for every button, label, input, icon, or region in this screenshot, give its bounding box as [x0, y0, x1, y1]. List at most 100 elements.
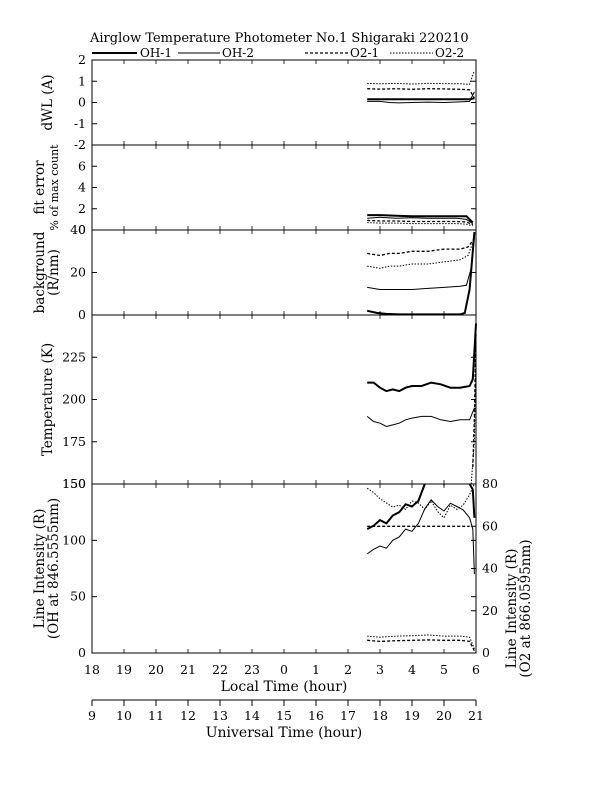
y-tick-label: 50 [70, 589, 86, 604]
panel-frame [91, 144, 477, 231]
universal-tick-label: 14 [244, 708, 260, 723]
panel-frame [91, 483, 477, 654]
y-axis-label: dWL (A) [40, 74, 56, 130]
y2-tick-label: 80 [482, 476, 498, 491]
y-tick-label: -2 [74, 137, 86, 152]
y2-axis-label: Line Intensity (R) [504, 549, 520, 669]
y-tick-label: 225 [62, 349, 86, 364]
y-tick-label: 2 [78, 201, 86, 216]
panel-frame [91, 229, 477, 316]
y-tick-label: 150 [62, 476, 86, 491]
local-tick-label: 5 [440, 662, 448, 677]
y-tick-label: 0 [78, 222, 86, 237]
series-temperature-o2-2 [470, 340, 477, 484]
series-background-oh-2 [367, 236, 475, 290]
series-fit-oh-2 [367, 216, 474, 225]
panel-temperature: 150 175 200 225 Temperature (K) [40, 314, 477, 491]
y2-tick-label: 40 [482, 561, 498, 576]
series-intensity-oh-2 [366, 499, 475, 575]
y-tick-label: 0 [78, 645, 86, 660]
series-background-oh-1 [366, 232, 476, 315]
figure-title: Airglow Temperature Photometer No.1 Shig… [89, 31, 469, 46]
series-background-o2-2 [367, 238, 475, 269]
local-tick-label: 1 [312, 662, 320, 677]
y-tick-label: 2 [78, 52, 86, 67]
local-tick-label: 19 [116, 662, 132, 677]
y-tick-label: 175 [62, 434, 86, 449]
panel-background: 0 20 40 background(R/nm) [32, 222, 477, 322]
y-axis-label: (OH at 846.5555nm) [46, 498, 62, 639]
y2-tick-label: 60 [482, 518, 498, 533]
legend: OH-1 OH-2 O2-1 O2-2 [92, 46, 464, 60]
series-intensity-oh-1 [366, 484, 476, 530]
local-tick-label: 21 [180, 662, 196, 677]
y-tick-label: 0 [78, 95, 86, 110]
y-axis-label: (R/nm) [46, 249, 62, 296]
universal-tick-label: 11 [148, 708, 164, 723]
series-background-o2-1 [367, 238, 475, 257]
universal-tick-label: 15 [276, 708, 292, 723]
series-intensity-o2-2 [367, 634, 475, 649]
y-tick-label: -1 [74, 116, 86, 131]
series-intensity-o2-2 [366, 484, 475, 519]
y-axis-label: background [32, 231, 48, 313]
series-dwl-o2-2 [367, 70, 475, 85]
y-tick-label: 20 [70, 265, 86, 280]
local-tick-label: 3 [376, 662, 384, 677]
y-tick-label: 4 [78, 180, 86, 195]
legend-label-oh-2: OH-2 [222, 46, 254, 60]
y-tick-label: 0 [78, 307, 86, 322]
universal-tick-label: 17 [340, 708, 356, 723]
y2-axis-label: (O2 at 866.0595nm) [518, 539, 534, 677]
y-axis-label: Line Intensity (R) [32, 509, 48, 629]
y-tick-label: 40 [70, 222, 86, 237]
y-axis-label: fit error [32, 160, 48, 215]
local-tick-label: 22 [212, 662, 228, 677]
universal-tick-label: 19 [404, 708, 420, 723]
panel-dwl: -2 -1 0 1 2 dWL (A) [40, 52, 477, 152]
series-fit-oh-1 [367, 214, 474, 224]
universal-tick-label: 16 [308, 708, 324, 723]
local-tick-label: 20 [148, 662, 164, 677]
universal-tick-label: 20 [436, 708, 452, 723]
series-temperature-oh-2 [366, 407, 475, 428]
legend-label-oh-1: OH-1 [140, 46, 172, 60]
local-tick-label: 4 [408, 662, 416, 677]
panels: -2 -1 0 1 2 dWL (A) 0 2 4 6 fit error% of max coun… [32, 52, 534, 678]
local-time-axis-label: Local Time (hour) [221, 679, 348, 695]
local-tick-label: 23 [244, 662, 260, 677]
y2-tick-label: 20 [482, 603, 498, 618]
y-tick-label: 100 [62, 532, 86, 547]
series-intensity-o2-1 [367, 639, 475, 652]
universal-time-axis-label: Universal Time (hour) [206, 725, 363, 741]
local-tick-label: 18 [84, 662, 100, 677]
legend-label-o2-1: O2-1 [350, 46, 379, 60]
y-tick-label: 6 [78, 158, 86, 173]
series-dwl-oh-2 [367, 91, 475, 104]
universal-tick-label: 21 [468, 708, 484, 723]
local-tick-label: 2 [344, 662, 352, 677]
local-tick-label: 0 [280, 662, 288, 677]
series-dwl-oh-1 [367, 97, 475, 101]
universal-tick-label: 12 [180, 708, 196, 723]
panel-fit: 0 2 4 6 fit error% of max count [32, 144, 477, 237]
panel-frame [91, 314, 477, 485]
y-tick-label: 150 [62, 476, 86, 491]
y-axis-label: Temperature (K) [40, 343, 56, 456]
series-temperature-oh-1 [367, 323, 477, 393]
y-tick-label: 200 [62, 392, 86, 407]
universal-tick-label: 9 [88, 708, 96, 723]
universal-tick-label: 18 [372, 708, 388, 723]
series-fit-o2-2 [367, 222, 473, 227]
series-fit-o2-1 [367, 219, 474, 226]
universal-tick-label: 13 [212, 708, 228, 723]
local-tick-label: 6 [472, 662, 480, 677]
y2-tick-label: 0 [482, 645, 490, 660]
y-axis-label: % of max count [48, 144, 61, 231]
legend-label-o2-2: O2-2 [435, 46, 464, 60]
y-tick-label: 1 [78, 73, 86, 88]
series-dwl-o2-1 [367, 88, 475, 99]
